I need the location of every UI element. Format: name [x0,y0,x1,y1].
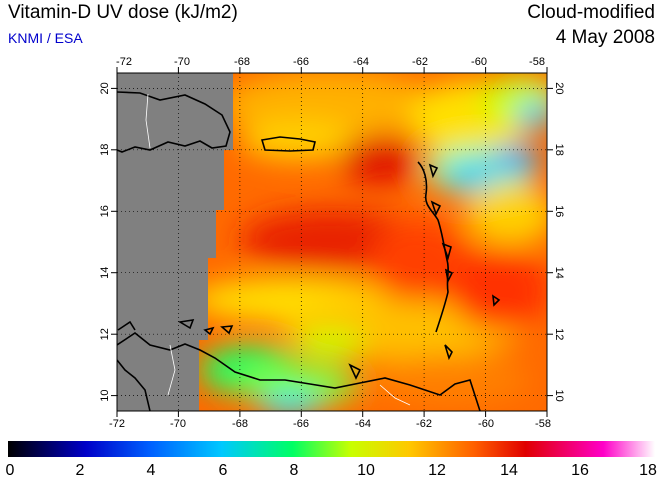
lon-label: -66 [293,56,309,68]
puerto-rico-coast [260,136,316,152]
lon-label: -72 [116,56,132,68]
no-data-region [117,73,233,411]
colorbar-label: 18 [639,462,657,479]
lat-label: 18 [553,144,565,156]
lon-label: -60 [478,418,494,430]
colorbar-label: 12 [428,462,446,479]
lat-label: 14 [553,267,565,279]
colorbar-labels: 0 2 4 6 8 10 12 14 16 18 [6,462,657,479]
colorbar-label: 14 [500,462,518,479]
lon-label: -68 [232,418,248,430]
coastlines [117,91,501,411]
colorbar-label: 6 [219,462,228,479]
lat-label: 14 [99,267,111,279]
lon-label: -62 [416,418,432,430]
lat-label: 16 [99,205,111,217]
lat-label: 16 [553,205,565,217]
colorbar-label: 10 [357,462,375,479]
uv-dose-field [117,73,547,411]
lat-label: 18 [99,144,111,156]
map-credit: KNMI / ESA [8,30,83,46]
lat-label: 12 [99,328,111,340]
product-type: Cloud-modified [527,2,655,23]
lon-label: -58 [529,56,545,68]
graticule [117,73,547,411]
lat-labels-right: 10 12 14 16 18 20 [553,82,565,401]
lon-label: -68 [234,56,250,68]
lon-labels-bottom: -72 -70 -68 -66 -64 -62 -60 -58 [109,418,551,430]
colorbar-label: 4 [147,462,156,479]
south-america-coast [117,332,481,411]
map-date: 4 May 2008 [555,27,655,48]
lat-label: 20 [553,82,565,94]
lat-label: 12 [553,328,565,340]
lon-label: -70 [170,418,186,430]
lat-label: 20 [99,82,111,94]
lat-label: 10 [99,389,111,401]
gulf-coast [117,359,151,411]
lat-labels-left: 10 12 14 16 18 20 [99,82,111,401]
map-title: Vitamin-D UV dose (kJ/m2) [8,2,238,23]
lon-label: -62 [412,56,428,68]
lon-label: -60 [471,56,487,68]
lat-label: 10 [553,389,565,401]
lesser-antilles-arc [417,161,449,333]
lon-labels-top: -72 -70 -68 -66 -64 -62 -60 -58 [116,56,545,68]
lon-label: -64 [353,56,369,68]
colorbar-label: 16 [571,462,589,479]
lon-label: -70 [174,56,190,68]
colorbar-label: 2 [76,462,85,479]
map-frame [116,72,548,412]
lon-label: -72 [109,418,125,430]
lon-label: -64 [355,418,371,430]
colorbar [8,441,655,457]
tick-marks [111,67,553,417]
colorbar-label: 8 [290,462,299,479]
lon-label: -58 [535,418,551,430]
lon-label: -66 [293,418,309,430]
hispaniola-coast [117,91,231,153]
colorbar-label: 0 [6,462,15,479]
country-borders [145,93,411,406]
